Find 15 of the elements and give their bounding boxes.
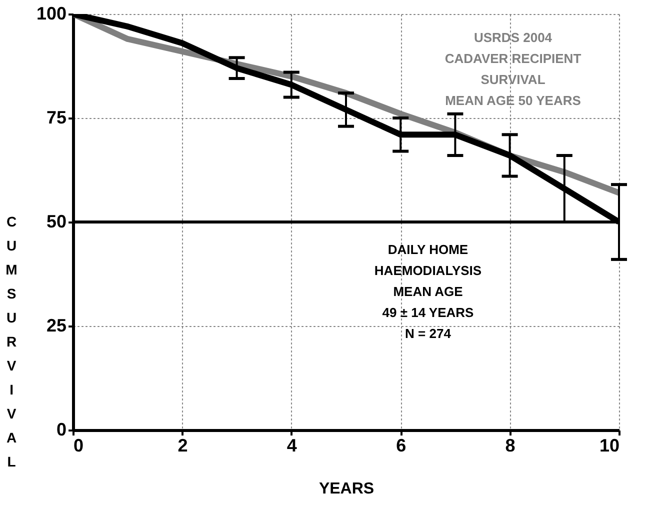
x-tick-label: 0 xyxy=(74,436,84,456)
annotation: DAILY HOME HAEMODIALYSIS MEAN AGE 49 ± 14 YEARS N = 274 xyxy=(374,242,482,341)
x-tick-label: 4 xyxy=(286,436,297,456)
y-tick-label: 75 xyxy=(46,108,66,128)
x-tick-label: 6 xyxy=(396,436,406,456)
y-tick-label: 50 xyxy=(46,212,66,232)
y-tick-label: 0 xyxy=(56,420,66,440)
y-tick-label: 25 xyxy=(46,316,66,336)
annotation: USRDS 2004 CADAVER RECIPIENT SURVIVAL MEAN AGE 50 YEARS xyxy=(444,30,582,108)
x-axis-title: YEARS xyxy=(318,480,374,498)
y-tick-label: 100 xyxy=(36,4,66,24)
text: CUM SURVIVAL xyxy=(6,214,18,470)
x-tick-label: 2 xyxy=(178,436,188,456)
x-tick-label: 8 xyxy=(505,436,516,456)
x-tick-label: 10 xyxy=(599,436,620,456)
